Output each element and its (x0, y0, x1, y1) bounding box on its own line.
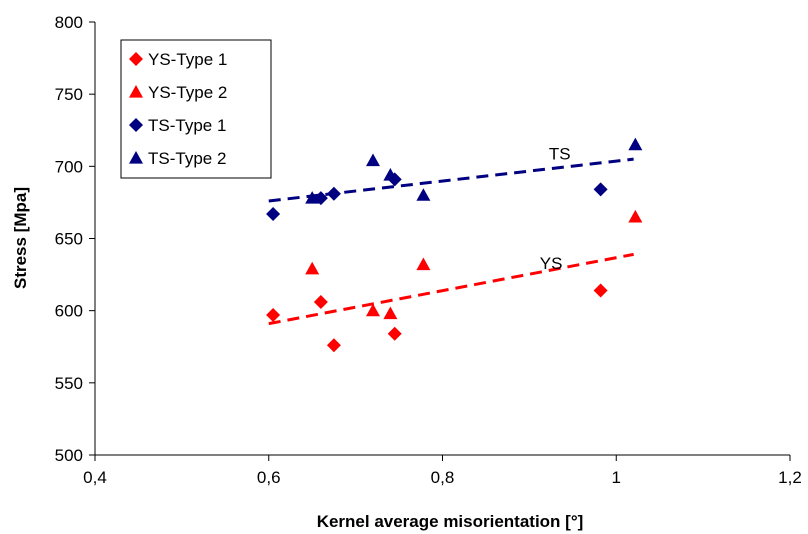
trendline-label-ys: YS (540, 254, 563, 273)
y-tick-label: 750 (55, 85, 83, 104)
ys-type-2-point (366, 303, 380, 317)
legend-marker (129, 52, 143, 66)
legend-marker (129, 151, 143, 164)
ys-type-1-point (326, 338, 341, 353)
legend-marker (129, 85, 143, 98)
ts-type-2-point (628, 137, 643, 151)
y-tick-label: 800 (55, 13, 83, 32)
legend-entry: YS-Type 1 (148, 50, 227, 69)
legend-entry: TS-Type 1 (148, 116, 226, 135)
trendline-ys (268, 252, 634, 326)
legend-entry: YS-Type 2 (148, 83, 227, 102)
ys-type-1-point (266, 307, 281, 322)
x-tick-label: 0,4 (83, 468, 107, 487)
x-axis-title: Kernel average misorientation [°] (317, 512, 584, 531)
ys-type-2-point (628, 209, 643, 223)
y-axis: 500 550 600 650 700 750 800 (55, 13, 95, 465)
x-tick-label: 0,6 (257, 468, 281, 487)
trendline-label-ts: TS (549, 144, 571, 163)
ys-type-1-point (593, 283, 608, 298)
legend-marker (129, 118, 143, 132)
trendline-labels: TS YS (540, 144, 571, 273)
ys-type-2-point (383, 306, 398, 320)
legend-entry: TS-Type 2 (148, 149, 226, 168)
ts-type-1-point (266, 206, 281, 221)
ys-type-1-point (387, 326, 402, 341)
y-tick-label: 550 (55, 374, 83, 393)
x-tick-label: 1 (612, 468, 621, 487)
y-tick-label: 650 (55, 230, 83, 249)
y-tick-label: 700 (55, 157, 83, 176)
legend-box (120, 39, 272, 179)
y-axis-title: Stress [Mpa] (11, 187, 30, 289)
ts-type-2-point (383, 167, 398, 181)
ts-type-1-point (326, 186, 341, 201)
legend: YS-Type 1 YS-Type 2 TS-Type 1 TS-Type 2 (120, 39, 272, 179)
ts-type-1-point (593, 182, 608, 197)
ys-type-2-point (416, 257, 431, 271)
ts-type-2-point (416, 188, 431, 201)
x-tick-label: 1,2 (778, 468, 802, 487)
x-axis: 0,4 0,6 0,8 1 1,2 (83, 455, 802, 487)
y-tick-label: 500 (55, 446, 83, 465)
y-tick-label: 600 (55, 302, 83, 321)
data-points (266, 137, 643, 353)
x-tick-label: 0,8 (431, 468, 455, 487)
ys-type-2-point (305, 261, 320, 275)
ys-type-1-point (313, 295, 328, 310)
ts-type-2-point (305, 191, 320, 204)
ts-type-2-point (366, 153, 380, 167)
